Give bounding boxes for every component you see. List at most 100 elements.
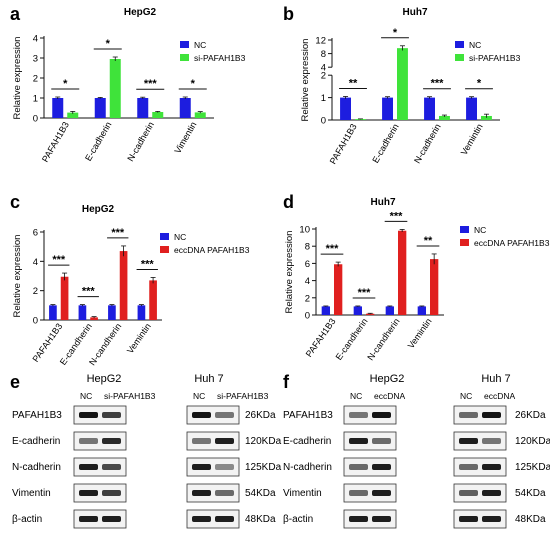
bar-treatment (430, 259, 439, 315)
y-tick-label: 4 (33, 34, 38, 45)
y-tick-label: 2 (33, 286, 38, 297)
protein-band (372, 516, 391, 522)
protein-band (192, 464, 211, 470)
molecular-weight-label: 120KDa (245, 436, 282, 447)
protein-band (482, 438, 501, 444)
protein-band (102, 464, 121, 470)
protein-band (102, 438, 121, 444)
bar-control (94, 98, 106, 118)
panel-letter: b (283, 4, 294, 24)
legend-label: NC (474, 225, 486, 235)
legend-label: NC (469, 40, 481, 50)
y-tick-label: 0 (321, 116, 326, 127)
category-label: N-candherin (365, 316, 401, 362)
category-label: N-cadherin (125, 120, 156, 163)
bar-treatment (398, 230, 407, 315)
protein-band (79, 516, 98, 522)
category-label: Vimentin (172, 120, 198, 155)
blot-frame (453, 431, 507, 451)
protein-band (79, 490, 98, 496)
protein-band (459, 490, 478, 496)
category-label: PAFAH1B3 (328, 122, 359, 166)
bar-control (137, 305, 146, 320)
protein-band (482, 464, 501, 470)
protein-band (79, 464, 98, 470)
panel-letter: d (283, 192, 294, 212)
y-tick-label: 3 (33, 54, 38, 65)
blot-frame (343, 431, 397, 451)
bar-treatment (439, 115, 450, 120)
y-tick-label: 0 (33, 316, 38, 327)
lane-label: NC (350, 391, 362, 401)
chart-title: HepG2 (82, 204, 115, 215)
molecular-weight-label: 54KDa (515, 488, 546, 499)
protein-band (459, 516, 478, 522)
legend-swatch (180, 41, 189, 48)
legend-swatch (455, 54, 464, 61)
bar-control (353, 306, 362, 315)
bar-control (52, 98, 64, 118)
bar-treatment (90, 317, 98, 320)
blot-frame (343, 509, 397, 529)
legend-swatch (180, 54, 189, 61)
y-tick-label: 4 (305, 276, 310, 287)
blot-frame (453, 509, 507, 529)
blot-frame (343, 483, 397, 503)
chart-title: HepG2 (124, 7, 157, 18)
y-axis-label: Relative expression (300, 39, 311, 122)
bar-treatment (149, 280, 157, 320)
protein-label: E-cadherin (283, 436, 331, 447)
molecular-weight-label: 125KDa (515, 462, 550, 473)
category-label: E-candherin (334, 316, 370, 361)
protein-band (482, 516, 501, 522)
chart-panel-a: a HepG2 0 1 2 3 4 Relative expression * PAFAH1B3 *… (10, 4, 246, 164)
protein-band (192, 490, 211, 496)
bar-control (137, 98, 149, 118)
category-label: Vemintin (459, 122, 485, 157)
y-tick-label: 4 (321, 63, 326, 74)
bar-control (49, 305, 57, 320)
panel-letter: e (10, 372, 20, 392)
protein-band (459, 412, 478, 418)
legend-label: NC (174, 232, 186, 242)
category-label: E-cadherin (370, 122, 400, 165)
significance-label: * (106, 38, 111, 50)
blot-frame (73, 431, 127, 451)
category-label: Vemintin (406, 316, 434, 350)
y-tick-label: 0 (33, 114, 38, 125)
bar-treatment (60, 276, 69, 320)
protein-label: Vimentin (283, 488, 322, 499)
bar-treatment (67, 112, 79, 118)
significance-label: *** (52, 254, 66, 266)
legend-label: eccDNA PAFAH1B3 (474, 238, 550, 248)
legend-label: si-PAFAH1B3 (469, 53, 521, 63)
significance-label: *** (431, 78, 445, 90)
molecular-weight-label: 26KDa (515, 410, 546, 421)
protein-band (102, 412, 121, 418)
y-axis-label: Relative expression (12, 37, 23, 120)
protein-label: Vimentin (12, 488, 51, 499)
blot-frame (453, 457, 507, 477)
blot-frame (73, 509, 127, 529)
cell-line-label: Huh 7 (481, 373, 510, 385)
protein-band (372, 464, 391, 470)
cell-line-label: HepG2 (87, 373, 122, 385)
protein-band (372, 490, 391, 496)
bar-treatment (334, 264, 343, 315)
y-tick-label: 12 (315, 36, 326, 47)
y-tick-label: 1 (33, 94, 38, 105)
protein-band (215, 516, 234, 522)
protein-band (349, 516, 368, 522)
molecular-weight-label: 54KDa (245, 488, 276, 499)
protein-band (192, 412, 211, 418)
protein-label: β-actin (283, 514, 313, 525)
significance-label: ** (349, 77, 358, 89)
legend-swatch (455, 41, 464, 48)
category-label: PAFAH1B3 (40, 120, 71, 164)
protein-label: N-cadherin (12, 462, 61, 473)
protein-band (349, 464, 368, 470)
blot-frame (186, 509, 240, 529)
lane-label: NC (80, 391, 92, 401)
protein-band (482, 412, 501, 418)
